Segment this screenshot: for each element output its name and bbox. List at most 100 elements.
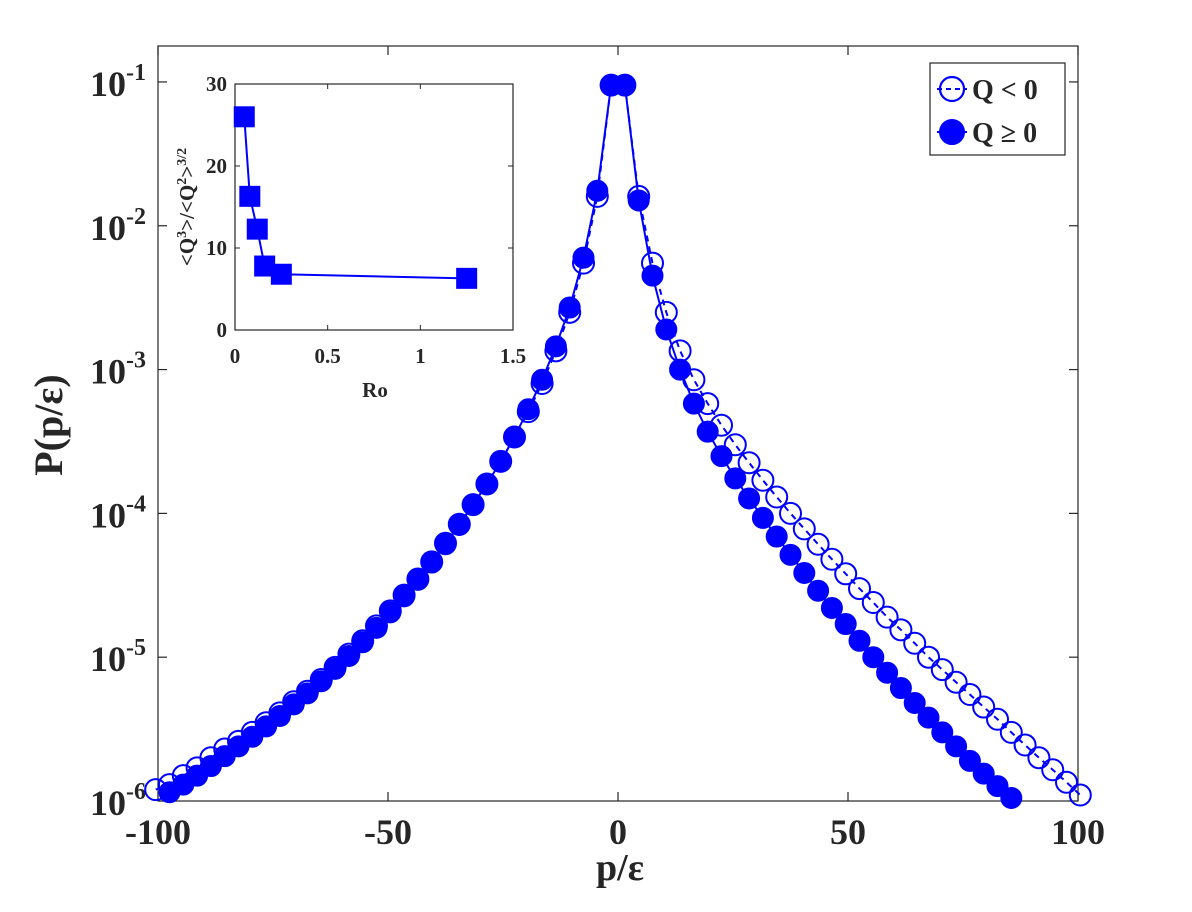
data-point-q-nonnegative bbox=[434, 533, 457, 556]
data-point-q-nonnegative bbox=[751, 506, 774, 529]
data-point-q-nonnegative bbox=[448, 514, 471, 537]
inset-y-axis-label: <Q3>/<Q2>3/2 bbox=[175, 148, 199, 266]
data-point-q-nonnegative bbox=[889, 677, 912, 700]
inset-x-tick-label: 0 bbox=[230, 344, 241, 368]
data-point-q-negative bbox=[861, 591, 885, 615]
inset-y-tick-label: 20 bbox=[206, 154, 227, 178]
data-point-q-nonnegative bbox=[765, 525, 788, 548]
data-point-q-nonnegative bbox=[862, 646, 885, 669]
main-series-layer bbox=[144, 73, 1092, 809]
data-point-q-negative bbox=[958, 683, 982, 707]
data-point-q-nonnegative bbox=[572, 246, 595, 269]
data-point-q-negative bbox=[1068, 783, 1092, 807]
data-point-q-nonnegative bbox=[627, 189, 650, 212]
data-point-q-nonnegative bbox=[945, 735, 968, 758]
main-x-axis-label: p/ε bbox=[596, 847, 644, 889]
inset-x-tick-label: 1.5 bbox=[500, 344, 526, 368]
data-point-q-nonnegative bbox=[531, 368, 554, 391]
data-point-q-negative bbox=[806, 532, 830, 556]
main-y-tick-label: 10-3 bbox=[90, 348, 146, 392]
data-point-q-nonnegative bbox=[489, 450, 512, 473]
inset-x-tick-label: 0.5 bbox=[315, 344, 341, 368]
inset-series-line bbox=[243, 116, 467, 280]
data-point-q-negative bbox=[848, 577, 871, 601]
data-point-q-nonnegative bbox=[669, 358, 692, 381]
legend-filled-circle-marker bbox=[939, 119, 965, 145]
data-point-q-nonnegative bbox=[876, 661, 899, 684]
data-point-q-nonnegative bbox=[696, 420, 719, 443]
data-point-q-nonnegative bbox=[324, 657, 347, 680]
data-point-q-negative bbox=[792, 517, 816, 541]
data-point-q-nonnegative bbox=[931, 721, 954, 744]
data-point-q-nonnegative bbox=[393, 585, 416, 608]
data-point-q-negative bbox=[972, 695, 996, 719]
data-point-q-nonnegative bbox=[351, 631, 374, 654]
inset-data-point bbox=[270, 263, 292, 285]
legend-label-q-negative: Q < 0 bbox=[972, 75, 1038, 106]
inset-x-axis-label: Ro bbox=[362, 378, 388, 402]
data-point-q-negative bbox=[1013, 733, 1037, 757]
data-point-q-negative bbox=[751, 468, 775, 492]
main-y-tick-label: 10-6 bbox=[90, 779, 146, 823]
data-point-q-nonnegative bbox=[779, 543, 802, 566]
main-y-tick-label: 10-5 bbox=[90, 635, 146, 679]
inset-y-tick-label: 10 bbox=[206, 236, 227, 260]
data-point-q-nonnegative bbox=[917, 706, 940, 729]
main-x-tick-label: 100 bbox=[1051, 812, 1105, 852]
inset-data-point bbox=[456, 267, 478, 289]
inset-plot-frame bbox=[234, 83, 514, 331]
inset-y-tick-label: 0 bbox=[217, 318, 228, 342]
inset-y-tick-label: 30 bbox=[206, 72, 227, 96]
data-point-q-nonnegative bbox=[310, 670, 333, 693]
data-point-q-nonnegative bbox=[738, 487, 761, 510]
data-point-q-nonnegative bbox=[682, 392, 705, 415]
legend-entry-q-negative: Q < 0 bbox=[937, 75, 1038, 106]
data-point-q-nonnegative bbox=[558, 296, 581, 319]
legend-entry-q-nonnegative: Q ≥ 0 bbox=[937, 118, 1037, 149]
inset-x-tick-label: 1 bbox=[415, 344, 426, 368]
legend-label-q-nonnegative: Q ≥ 0 bbox=[972, 118, 1037, 149]
legend: Q < 0 Q ≥ 0 bbox=[929, 62, 1066, 156]
data-point-q-nonnegative bbox=[1000, 786, 1023, 809]
data-point-q-negative bbox=[917, 645, 940, 669]
data-point-q-nonnegative bbox=[820, 596, 843, 619]
main-x-tick-label: 0 bbox=[609, 812, 627, 852]
main-x-tick-label: -50 bbox=[364, 812, 412, 852]
data-point-q-negative bbox=[834, 562, 858, 586]
data-point-q-negative bbox=[875, 605, 899, 629]
data-point-q-nonnegative bbox=[517, 398, 540, 421]
main-x-tick-label: 50 bbox=[830, 812, 866, 852]
data-point-q-negative bbox=[903, 631, 927, 655]
data-point-q-nonnegative bbox=[641, 264, 664, 287]
data-point-q-nonnegative bbox=[724, 467, 747, 490]
data-point-q-negative bbox=[723, 433, 747, 457]
data-point-q-negative bbox=[820, 547, 844, 571]
inset-data-point bbox=[239, 185, 261, 207]
data-point-q-nonnegative bbox=[586, 179, 609, 202]
data-point-q-nonnegative bbox=[655, 318, 678, 341]
main-y-axis-label: P(p/ε) bbox=[26, 374, 71, 476]
data-point-q-nonnegative bbox=[958, 749, 981, 772]
data-point-q-negative bbox=[889, 618, 913, 642]
data-point-q-nonnegative bbox=[406, 568, 429, 591]
data-point-q-nonnegative bbox=[475, 473, 498, 496]
main-x-tick-label: -100 bbox=[125, 812, 191, 852]
data-point-q-negative bbox=[1041, 758, 1065, 782]
data-point-q-nonnegative bbox=[793, 561, 816, 584]
inset-plot: 0 0.5 1 1.5 0 10 20 30 Ro <Q3>/<Q2>3/2 bbox=[175, 72, 526, 402]
data-point-q-negative bbox=[930, 658, 954, 682]
data-point-q-negative bbox=[765, 485, 789, 509]
data-point-q-nonnegative bbox=[903, 692, 926, 715]
legend-open-circle-marker bbox=[938, 75, 966, 103]
main-y-tick-label: 10-4 bbox=[90, 491, 146, 535]
data-point-q-negative bbox=[944, 670, 968, 694]
data-point-q-nonnegative bbox=[420, 551, 443, 574]
data-point-q-nonnegative bbox=[807, 579, 830, 602]
inset-series-layer bbox=[233, 106, 478, 289]
inset-data-point bbox=[246, 218, 268, 240]
data-point-q-negative bbox=[986, 707, 1009, 731]
data-point-q-nonnegative bbox=[613, 74, 636, 97]
data-point-q-nonnegative bbox=[848, 629, 871, 652]
